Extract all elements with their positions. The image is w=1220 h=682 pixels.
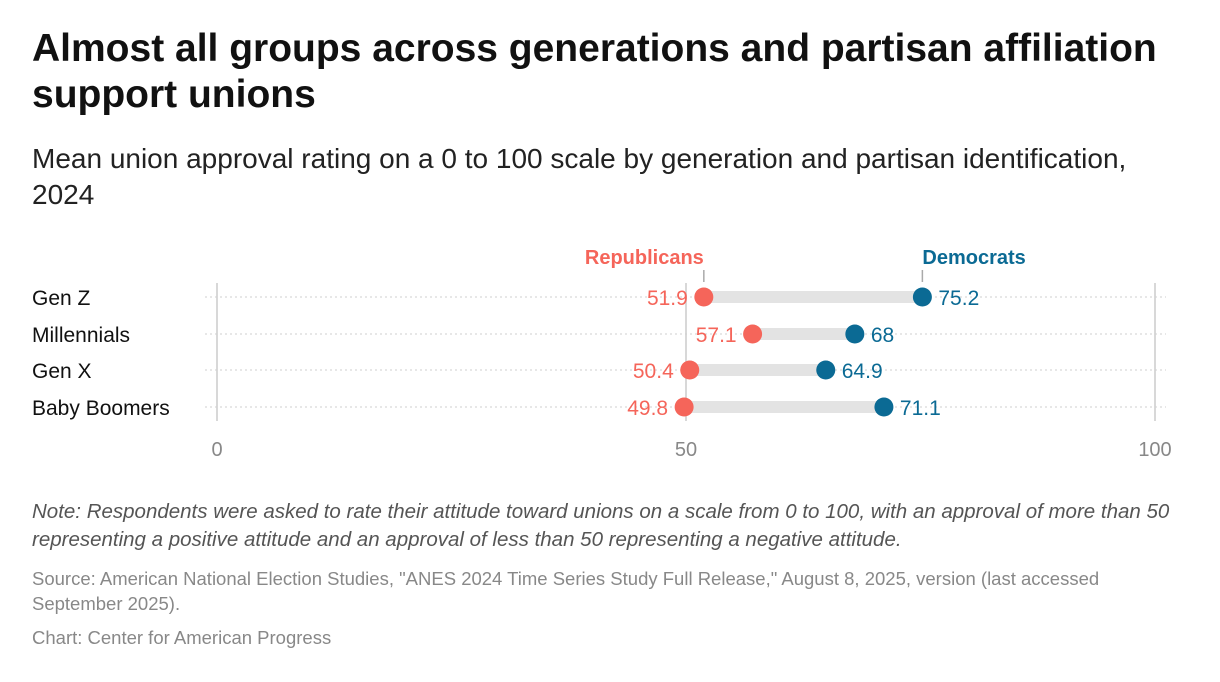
democrat-value-label: 64.9 [842, 360, 883, 383]
x-tick-label: 50 [675, 439, 697, 461]
democrat-dot [874, 397, 894, 417]
chart-source: Source: American National Election Studi… [32, 568, 1100, 614]
democrat-dot [912, 287, 932, 307]
democrat-value-label: 71.1 [900, 397, 941, 420]
x-tick-label: 100 [1138, 439, 1171, 461]
republican-dot [743, 324, 763, 344]
x-tick-label: 0 [211, 439, 222, 461]
legend-republicans: Republicans [585, 247, 704, 269]
chart-subtitle: Mean union approval rating on a 0 to 100… [32, 143, 1127, 210]
republican-value-label: 50.4 [633, 360, 674, 383]
chart-note: Note: Respondents were asked to rate the… [32, 500, 1170, 551]
chart-title: Almost all groups across generations and… [32, 27, 1157, 116]
democrat-value-label: 68 [871, 324, 894, 347]
republican-value-label: 49.8 [627, 397, 668, 420]
category-label: Millennials [32, 324, 130, 347]
category-label: Baby Boomers [32, 397, 170, 420]
chart-credit: Chart: Center for American Progress [32, 627, 332, 648]
democrat-dot [816, 360, 836, 380]
category-label: Gen X [32, 360, 92, 383]
republican-value-label: 57.1 [696, 324, 737, 347]
republican-value-label: 51.9 [647, 287, 688, 310]
democrat-dot [845, 324, 865, 344]
republican-dot [680, 360, 700, 380]
republican-dot [694, 287, 714, 307]
republican-dot [674, 397, 694, 417]
legend-democrats: Democrats [922, 247, 1025, 269]
democrat-value-label: 75.2 [938, 287, 979, 310]
category-label: Gen Z [32, 287, 91, 310]
